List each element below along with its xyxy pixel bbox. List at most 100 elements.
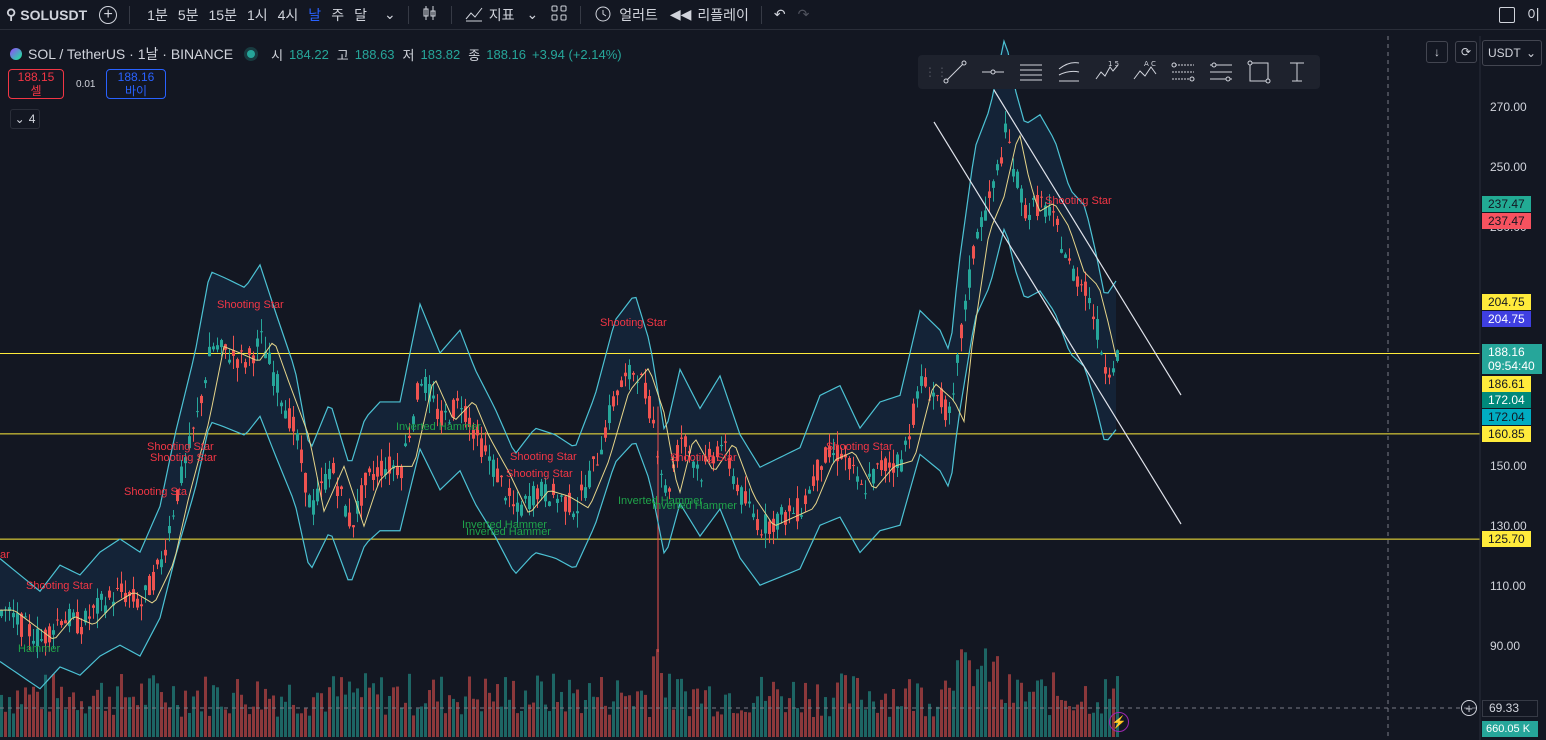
volume-bar: [352, 692, 355, 737]
volume-bar: [4, 711, 7, 737]
buy-button[interactable]: 188.16 바이: [106, 69, 166, 99]
volume-bar: [244, 704, 247, 737]
candle-body: [924, 377, 927, 387]
interval-2-button[interactable]: 15분: [208, 6, 237, 23]
volume-bar: [828, 716, 831, 737]
interval-6-button[interactable]: 주: [331, 6, 345, 23]
chevron-down-icon: ⌄: [1525, 46, 1536, 60]
candle-body: [800, 515, 803, 517]
candle-body: [684, 436, 687, 447]
candle-body: [816, 459, 819, 481]
volume-bar: [212, 685, 215, 737]
volume-bar: [108, 696, 111, 737]
candle-body: [936, 395, 939, 397]
fib-retracement-tool[interactable]: [1164, 55, 1202, 89]
scroll-down-button[interactable]: ↓: [1426, 41, 1448, 63]
right-menu-label[interactable]: 이: [1521, 0, 1546, 30]
shooting-star-label: Shooting Star: [26, 580, 93, 592]
interval-4-button[interactable]: 4시: [277, 6, 299, 23]
candle-body: [12, 613, 15, 618]
candle-body: [852, 464, 855, 466]
indicators-button[interactable]: 지표: [458, 0, 521, 30]
interval-1-button[interactable]: 5분: [177, 6, 199, 23]
fullscreen-button[interactable]: [1493, 0, 1521, 30]
replay-button[interactable]: ◀◀ 리플레이: [664, 0, 755, 30]
volume-bar: [584, 700, 587, 737]
candle-body: [632, 372, 635, 375]
volume-bar: [940, 689, 943, 737]
volume-bar: [884, 693, 887, 737]
volume-bar: [772, 681, 775, 737]
candle-body: [980, 217, 983, 227]
drag-handle-icon[interactable]: ⋮⋮: [924, 65, 948, 79]
volume-bar: [840, 673, 843, 737]
symbol-label: SOLUSDT: [20, 6, 88, 23]
volume-bar: [652, 656, 655, 737]
rectangle-tool[interactable]: [1240, 55, 1278, 89]
price-chart[interactable]: [0, 31, 1546, 740]
candle-body: [504, 497, 507, 501]
candle-body: [336, 486, 339, 497]
volume-bar: [640, 690, 643, 737]
candle-body: [948, 406, 951, 413]
low-label: 저: [402, 47, 415, 63]
volume-bar: [396, 686, 399, 737]
redo-button[interactable]: ↷: [792, 0, 816, 30]
candle-body: [1072, 268, 1075, 281]
sell-button[interactable]: 188.15 셀: [8, 69, 64, 99]
volume-bar: [1064, 700, 1067, 737]
indicators-dropdown[interactable]: ⌄: [520, 0, 544, 30]
candle-body: [836, 445, 839, 462]
shooting-star-label: Shooting Star: [510, 451, 577, 463]
date-range-tool[interactable]: [1202, 55, 1240, 89]
candle-body: [960, 324, 963, 339]
fib-icon: [1171, 62, 1195, 82]
candle-body: [184, 457, 187, 464]
crosshair-add-button[interactable]: +: [1461, 700, 1477, 716]
interval-3-button[interactable]: 1시: [246, 6, 268, 23]
volume-bar: [316, 692, 319, 737]
wave-pattern-tool[interactable]: 1 5: [1088, 55, 1126, 89]
candle-body: [968, 269, 971, 288]
reset-scale-button[interactable]: ⟳: [1455, 41, 1477, 63]
volume-bar: [616, 680, 619, 737]
sell-price: 188.15: [17, 70, 55, 84]
candle-body: [412, 416, 415, 424]
volume-bar: [696, 688, 699, 737]
market-status-icon: [247, 50, 256, 58]
interval-0-button[interactable]: 1분: [147, 6, 168, 23]
candle-body: [660, 473, 663, 475]
horizontal-ray-tool[interactable]: [974, 55, 1012, 89]
undo-button[interactable]: ↶: [768, 0, 792, 30]
volume-bar: [924, 716, 927, 737]
parallel-channel-tool[interactable]: [1012, 55, 1050, 89]
interval-5-button[interactable]: 날: [308, 6, 322, 23]
candle-body: [76, 611, 79, 634]
text-cursor-tool[interactable]: [1278, 55, 1316, 89]
pitchfork-tool[interactable]: [1050, 55, 1088, 89]
candle-body: [484, 445, 487, 452]
volume-bar: [8, 697, 11, 737]
add-symbol-button[interactable]: +: [93, 0, 123, 30]
lightning-icon[interactable]: ⚡: [1109, 712, 1129, 732]
candle-body: [300, 449, 303, 464]
currency-select[interactable]: USDT ⌄: [1482, 40, 1542, 66]
candle-body: [1116, 350, 1119, 361]
interval-7-button[interactable]: 달: [354, 6, 367, 23]
chart-type-button[interactable]: [415, 0, 445, 30]
candle-body: [280, 402, 283, 407]
layout-button[interactable]: [544, 0, 574, 30]
candle-body: [828, 445, 831, 458]
interval-dropdown[interactable]: ⌄: [378, 0, 402, 30]
trend-line-tool[interactable]: [936, 55, 974, 89]
candle-body: [992, 181, 995, 188]
indicators-collapse-button[interactable]: ⌄ 4: [10, 109, 40, 129]
abc-pattern-tool[interactable]: A C: [1126, 55, 1164, 89]
alert-button[interactable]: 얼러트: [587, 0, 664, 30]
candle-body: [708, 448, 711, 457]
text-cursor-icon: [1290, 62, 1304, 82]
volume-bar: [92, 695, 95, 737]
candle-body: [204, 380, 207, 384]
symbol-search-button[interactable]: ⚲ SOLUSDT: [0, 0, 93, 30]
volume-bar: [480, 711, 483, 737]
